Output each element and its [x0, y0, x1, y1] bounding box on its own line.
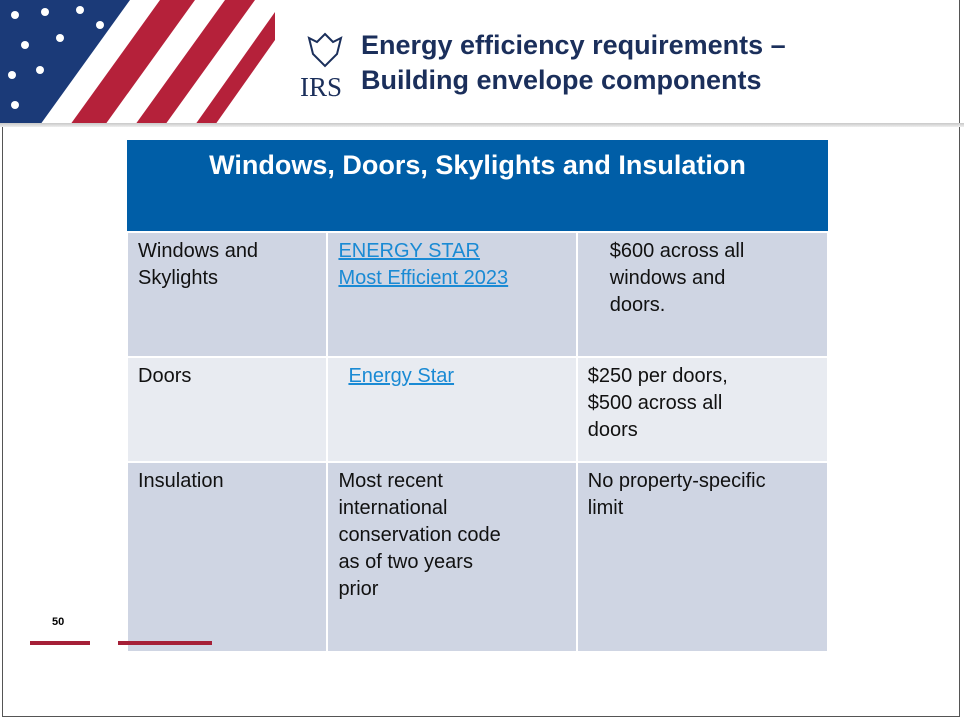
cell-line: Insulation — [138, 470, 224, 492]
logo-text: IRS — [300, 72, 343, 102]
table-cell: Windows and Skylights — [125, 231, 329, 358]
cell-line: Skylights — [138, 267, 219, 289]
cell-line: limit — [587, 497, 624, 519]
cell-line: $600 across all — [609, 240, 745, 262]
table-title: Windows, Doors, Skylights and Insulation — [127, 140, 828, 232]
cell-line: Doors — [138, 365, 192, 387]
table-row: Windows and Skylights ENERGY STAR Most Effi… — [125, 231, 830, 358]
table-cell: Doors — [125, 356, 329, 463]
table-cell: No property-specific limit — [575, 461, 830, 653]
header-rule — [0, 123, 964, 127]
table: Windows, Doors, Skylights and Insulation… — [125, 140, 830, 653]
table-row: Insulation Most recent international conser… — [125, 461, 830, 653]
slide-title: Energy efficiency requirements – Buildin… — [361, 28, 786, 98]
link[interactable]: ENERGY STAR — [338, 240, 480, 262]
table-cell: Insulation — [125, 461, 329, 653]
cell-line: doors. — [609, 294, 666, 316]
cell-line: prior — [338, 578, 379, 600]
cell-line: $500 across all — [587, 392, 723, 414]
title-line: Building envelope components — [361, 65, 762, 95]
cell-line: Most recent — [338, 470, 443, 492]
cell-line: Windows and — [138, 240, 259, 262]
table-cell: ENERGY STAR Most Efficient 2023 — [326, 231, 578, 358]
table-cell: $250 per doors, $500 across all doors — [575, 356, 830, 463]
cell-line: doors — [587, 419, 638, 441]
link[interactable]: Most Efficient 2023 — [338, 267, 509, 289]
title-line: Energy efficiency requirements – — [361, 30, 786, 60]
table-row: Doors Energy Star $250 per doors, $500 acro… — [125, 356, 830, 463]
cell-line: international — [338, 497, 448, 519]
footer-rule — [118, 641, 212, 645]
cell-line: as of two years — [338, 551, 473, 573]
flag-graphic — [0, 0, 280, 125]
eagle-icon — [307, 32, 343, 68]
table-cell: Energy Star — [326, 356, 578, 463]
cell-line: windows and — [609, 267, 726, 289]
cell-line: $250 per doors, — [587, 365, 728, 387]
table-cell: Most recent international conservation cod… — [326, 461, 578, 653]
footer-rule — [30, 641, 90, 645]
page-number: 50 — [52, 616, 65, 628]
cell-line: conservation code — [338, 524, 501, 546]
table-cell: $600 across all windows and doors. — [575, 231, 830, 358]
cell-line: No property-specific — [587, 470, 766, 492]
link[interactable]: Energy Star — [348, 365, 455, 387]
